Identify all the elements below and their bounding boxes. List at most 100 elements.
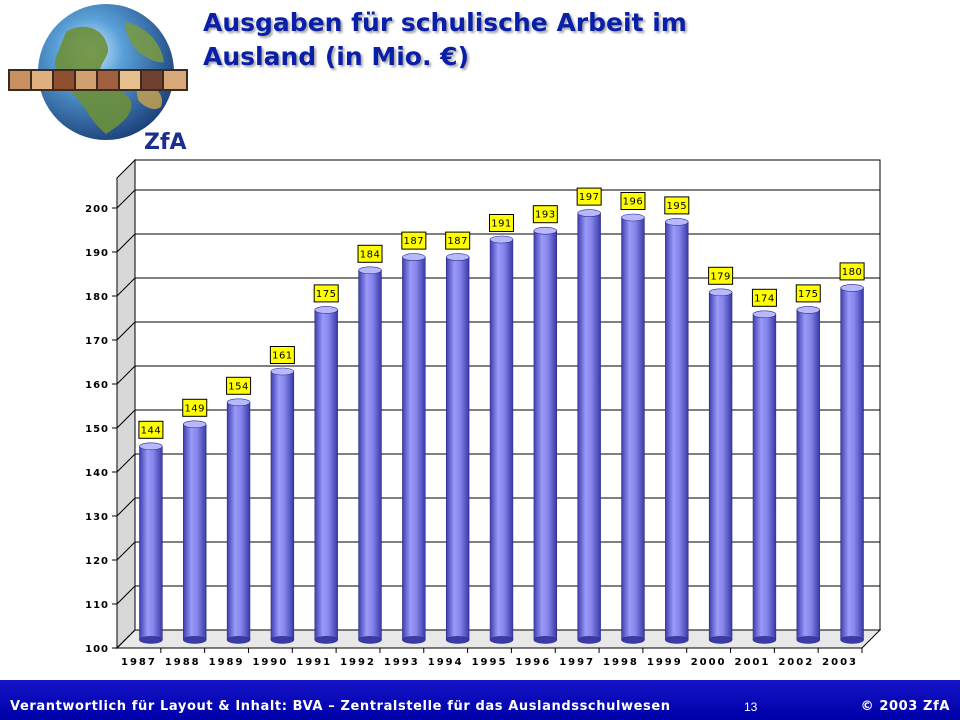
y-tick-label: 170 [85, 336, 109, 347]
gridline-side [116, 233, 136, 253]
bar [621, 213, 645, 644]
data-label: 187 [401, 231, 427, 250]
x-tick-label: 2000 [691, 657, 727, 668]
gridline-side [116, 365, 136, 385]
svg-text:154: 154 [228, 381, 249, 392]
data-label: 193 [532, 205, 558, 224]
x-tick-label: 1997 [559, 657, 595, 668]
gridline-side [116, 189, 136, 209]
y-tick-label: 190 [85, 248, 109, 259]
svg-text:195: 195 [666, 201, 687, 212]
gridline-side [116, 497, 136, 517]
y-tick-label: 120 [85, 556, 109, 567]
gridline-side [116, 277, 136, 297]
x-tick-label: 2003 [822, 657, 858, 668]
data-label: 196 [620, 192, 646, 210]
gridline-side [116, 321, 136, 341]
y-tick-label: 130 [85, 512, 109, 523]
data-label: 175 [313, 284, 339, 303]
data-label: 144 [138, 420, 164, 439]
bar [402, 253, 426, 644]
page-number: 13 [744, 700, 758, 714]
title-line-1: Ausgaben für schulische Arbeit im [203, 8, 687, 37]
y-axis: 100 110 120 130 140 150 160 170 180 190 200 [85, 204, 117, 655]
bar [183, 420, 207, 644]
y-tick-label: 160 [85, 380, 109, 391]
bar [708, 288, 733, 644]
bar [270, 367, 295, 644]
footer-credits: Verantwortlich für Layout & Inhalt: BVA … [10, 699, 671, 714]
page-title: Ausgaben für schulische Arbeit im Auslan… [203, 6, 903, 74]
data-label: 197 [576, 187, 602, 206]
people-strip [8, 69, 188, 91]
svg-text:187: 187 [447, 236, 468, 247]
data-label: 161 [269, 346, 295, 364]
bar [665, 218, 689, 644]
logo-text: ZfA [144, 130, 187, 152]
data-label: 149 [182, 398, 208, 417]
svg-text:175: 175 [316, 289, 337, 300]
x-tick-label: 1998 [603, 657, 639, 668]
zfa-logo: ZfA [8, 4, 188, 152]
data-labels: 144 149 154 161 175 184 187 187 191 193 197 196 195 1… [138, 187, 865, 439]
bar [445, 253, 470, 644]
y-tick-label: 140 [85, 468, 109, 479]
x-tick-label: 1990 [252, 657, 288, 668]
x-tick-label: 1996 [515, 657, 551, 668]
svg-text:149: 149 [184, 403, 205, 414]
svg-text:196: 196 [623, 197, 644, 208]
data-label: 184 [357, 244, 383, 263]
x-axis: 1987 1988 1989 1990 1991 1992 1993 1994 1995 1996… [121, 648, 863, 668]
x-tick-label: 2002 [778, 657, 814, 668]
data-label: 180 [839, 262, 865, 281]
y-tick-label: 100 [85, 644, 109, 655]
data-label: 174 [751, 288, 777, 307]
bar [796, 306, 820, 644]
bar [314, 306, 338, 644]
bar [533, 226, 558, 644]
y-tick-label: 150 [85, 424, 109, 435]
svg-text:180: 180 [842, 267, 863, 278]
x-tick-label: 1994 [428, 657, 464, 668]
title-line-2: Ausland (in Mio. €) [203, 42, 470, 71]
x-tick-label: 1999 [647, 657, 683, 668]
svg-text:161: 161 [272, 351, 293, 362]
data-label: 191 [489, 214, 514, 232]
y-tick-label: 180 [85, 292, 109, 303]
gridline-side [116, 585, 136, 605]
bar [489, 235, 514, 644]
gridline-side [116, 453, 136, 473]
bar [577, 209, 601, 644]
x-tick-label: 1987 [121, 657, 157, 668]
gridline-side [116, 409, 136, 429]
y-tick-label: 110 [85, 600, 109, 611]
svg-text:179: 179 [710, 271, 731, 282]
gridline-side [116, 541, 136, 561]
x-tick-label: 1992 [340, 657, 376, 668]
data-label: 179 [708, 266, 734, 285]
side-wall [116, 158, 136, 650]
x-tick-label: 1995 [472, 657, 508, 668]
svg-text:197: 197 [579, 192, 600, 203]
bars [139, 209, 864, 644]
bar [226, 398, 251, 644]
bar [840, 284, 864, 644]
gridline-side [116, 629, 136, 649]
data-label: 195 [664, 196, 690, 215]
svg-text:144: 144 [141, 425, 162, 436]
footer-copyright: © 2003 ZfA [860, 699, 950, 714]
data-label: 175 [795, 284, 821, 303]
svg-text:187: 187 [404, 236, 425, 247]
data-label: 187 [445, 231, 471, 250]
footer-bar: Verantwortlich für Layout & Inhalt: BVA … [0, 680, 960, 720]
bar [358, 266, 382, 644]
x-tick-label: 2001 [735, 657, 771, 668]
svg-text:193: 193 [535, 210, 556, 221]
x-tick-label: 1993 [384, 657, 420, 668]
x-tick-label: 1991 [296, 657, 332, 668]
svg-text:175: 175 [798, 289, 819, 300]
bar [139, 442, 163, 644]
x-tick-label: 1989 [209, 657, 245, 668]
svg-text:184: 184 [360, 249, 381, 260]
